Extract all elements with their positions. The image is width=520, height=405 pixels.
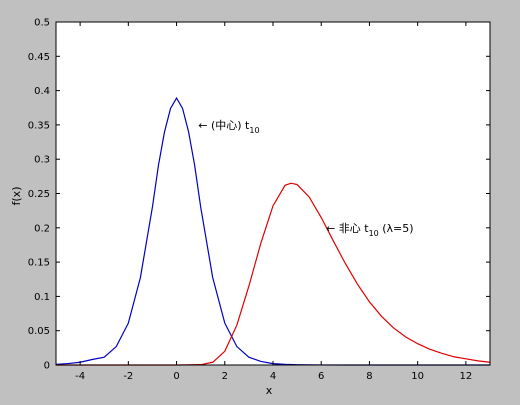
annotation-1: ← 非心 t10 (λ=5) — [326, 222, 414, 238]
x-tick-label: 8 — [366, 371, 372, 382]
x-tick-label: 12 — [460, 371, 473, 382]
annotation-text: (中心) t — [211, 119, 250, 132]
x-tick-label: 4 — [270, 371, 276, 382]
x-tick-label: 6 — [318, 371, 324, 382]
annotation-arrow: ← — [198, 119, 211, 132]
y-tick-label: 0.3 — [34, 155, 50, 166]
x-tick-label: -4 — [75, 371, 85, 382]
annotation-rest: (λ=5) — [379, 222, 414, 235]
annotation-subscript: 10 — [249, 126, 259, 135]
annotation-0: ← (中心) t10 — [198, 119, 259, 135]
x-tick-label: -2 — [123, 371, 133, 382]
x-tick-label: 0 — [173, 371, 179, 382]
annotation-text: 非心 t — [339, 222, 369, 235]
y-tick-label: 0.05 — [28, 326, 50, 337]
y-tick-label: 0.1 — [34, 292, 50, 303]
y-tick-label: 0.15 — [28, 258, 50, 269]
y-tick-label: 0.35 — [28, 120, 50, 131]
plot-area — [56, 22, 490, 365]
y-tick-label: 0.25 — [28, 189, 50, 200]
x-tick-label: 2 — [222, 371, 228, 382]
y-tick-label: 0.45 — [28, 52, 50, 63]
y-tick-label: 0.2 — [34, 223, 50, 234]
series-line-1 — [56, 182, 491, 366]
y-tick-label: 0.4 — [34, 86, 50, 97]
annotation-arrow: ← — [326, 222, 339, 235]
y-axis-label: f(x) — [10, 187, 23, 206]
annotation-subscript: 10 — [369, 229, 379, 238]
y-tick-label: 0 — [44, 361, 50, 372]
y-tick-label: 0.5 — [34, 18, 50, 29]
x-tick-label: 10 — [411, 371, 424, 382]
x-axis-label: x — [266, 384, 273, 397]
